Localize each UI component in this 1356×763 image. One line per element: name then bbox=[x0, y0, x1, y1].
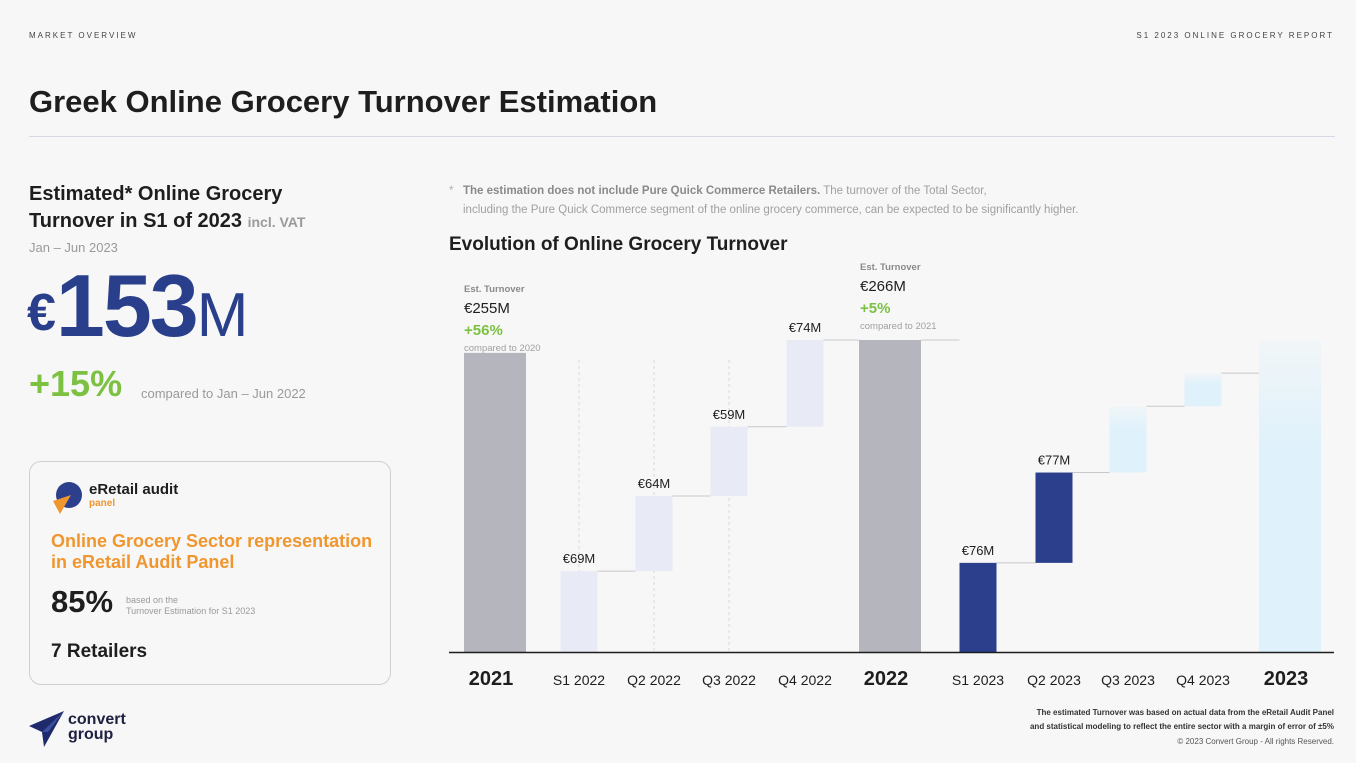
total-growth: +56% bbox=[464, 322, 503, 339]
turnover-currency: € bbox=[27, 284, 56, 342]
bar-s1-2023 bbox=[959, 562, 997, 652]
panel-percent-note: based on the Turnover Estimation for S1 … bbox=[126, 595, 326, 617]
total-value-label: €255M bbox=[464, 300, 510, 317]
footnote-asterisk: * bbox=[449, 185, 454, 197]
tick-label: Q3 2023 bbox=[1101, 672, 1155, 688]
eretail-panel-card: eRetail audit panel Online Grocery Secto… bbox=[29, 461, 391, 685]
total-growth-note: compared to 2021 bbox=[860, 321, 937, 332]
bar-2021 bbox=[464, 352, 526, 652]
panel-brand: eRetail audit bbox=[89, 481, 179, 498]
turnover-unit: M bbox=[196, 281, 249, 350]
footnote-text-line2: including the Pure Quick Commerce segmen… bbox=[463, 204, 1079, 216]
footer-note-line1: The estimated Turnover was based on actu… bbox=[1036, 708, 1334, 717]
bar-2023 bbox=[1259, 340, 1321, 652]
growth-value: +15% bbox=[29, 363, 123, 404]
panel-brand-sub: panel bbox=[89, 498, 116, 509]
total-value-label: €266M bbox=[860, 278, 906, 295]
tick-label: Q2 2022 bbox=[627, 672, 681, 688]
tick-label: Q4 2022 bbox=[778, 672, 832, 688]
summary-period: Jan – Jun 2023 bbox=[29, 240, 118, 255]
total-caption: Est. Turnover bbox=[860, 262, 921, 273]
logo-text-line1: convert bbox=[68, 711, 126, 728]
section-label: MARKET OVERVIEW bbox=[29, 31, 138, 40]
total-growth-note: compared to 2020 bbox=[464, 343, 541, 354]
footnote-text-line1: The turnover of the Total Sector, bbox=[820, 185, 987, 197]
panel-percent-note-line1: based on the bbox=[126, 595, 179, 605]
bar-q3-2023 bbox=[1109, 406, 1147, 473]
report-label: S1 2023 ONLINE GROCERY REPORT bbox=[1136, 31, 1334, 40]
turnover-number: 153 bbox=[55, 256, 199, 355]
panel-headline: Online Grocery Sector representation in … bbox=[51, 531, 373, 572]
summary-heading-line2: Turnover in S1 of 2023 bbox=[29, 210, 243, 232]
bar-q4-2022 bbox=[786, 340, 824, 427]
bar-q4-2023 bbox=[1184, 373, 1222, 407]
vat-note: incl. VAT bbox=[247, 214, 306, 230]
total-growth: +5% bbox=[860, 300, 890, 317]
tick-label: Q4 2023 bbox=[1176, 672, 1230, 688]
data-label: €74M bbox=[789, 320, 822, 335]
footnote-bold: The estimation does not include Pure Qui… bbox=[463, 185, 821, 197]
turnover-value: €153M bbox=[27, 262, 248, 350]
total-caption: Est. Turnover bbox=[464, 284, 525, 295]
panel-percent-note-line2: Turnover Estimation for S1 2023 bbox=[126, 606, 256, 616]
tick-label: 2023 bbox=[1264, 668, 1309, 690]
tick-label: S1 2023 bbox=[952, 672, 1004, 688]
logo-text-line2: group bbox=[68, 726, 114, 743]
data-label: €77M bbox=[1038, 453, 1071, 468]
data-label: €59M bbox=[713, 407, 746, 422]
tick-label: 2022 bbox=[864, 668, 909, 690]
summary-heading-line1: Estimated* Online Grocery bbox=[29, 183, 283, 205]
convert-group-logo-text: convert group bbox=[68, 711, 126, 743]
bar-2022 bbox=[859, 340, 921, 652]
panel-percent: 85% bbox=[51, 584, 114, 619]
page-title: Greek Online Grocery Turnover Estimation bbox=[29, 84, 658, 119]
footer-copyright: © 2023 Convert Group - All rights Reserv… bbox=[1177, 737, 1334, 746]
title-divider bbox=[29, 136, 1335, 137]
bar-q3-2022 bbox=[710, 426, 748, 496]
convert-group-logo-icon bbox=[29, 711, 64, 747]
tick-label: Q3 2022 bbox=[702, 672, 756, 688]
bar-q2-2022 bbox=[635, 496, 673, 572]
tick-label: Q2 2023 bbox=[1027, 672, 1081, 688]
eretail-logo-icon bbox=[53, 482, 82, 514]
data-label: €76M bbox=[962, 543, 995, 558]
data-label: €64M bbox=[638, 476, 671, 491]
growth-note: compared to Jan – Jun 2022 bbox=[141, 386, 306, 401]
panel-retailers: 7 Retailers bbox=[51, 641, 148, 662]
summary-heading: Estimated* Online Grocery Turnover in S1… bbox=[29, 181, 359, 236]
chart-title: Evolution of Online Grocery Turnover bbox=[449, 234, 788, 255]
bar-q2-2023 bbox=[1035, 472, 1073, 563]
tick-label: 2021 bbox=[469, 668, 514, 690]
bar-s1-2022 bbox=[560, 571, 598, 652]
data-label: €69M bbox=[563, 551, 596, 566]
tick-label: S1 2022 bbox=[553, 672, 605, 688]
footer-note-line2: and statistical modeling to reflect the … bbox=[1029, 722, 1334, 731]
